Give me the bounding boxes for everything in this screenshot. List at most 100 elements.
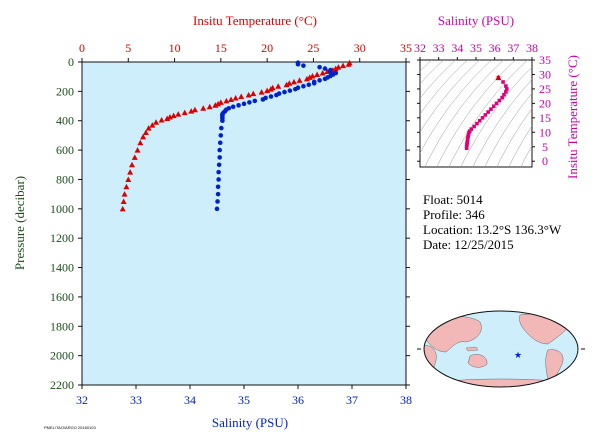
salinity-point <box>215 184 221 190</box>
ts-point <box>497 98 502 103</box>
ts-y-tick-label: 35 <box>539 53 551 67</box>
float-id: Float: 5014 <box>423 192 483 207</box>
temperature-point <box>228 96 235 102</box>
density-contour <box>420 60 492 154</box>
temperature-point <box>149 122 156 128</box>
salinity-point <box>317 64 322 70</box>
temperature-point <box>142 129 149 135</box>
ts-point <box>501 80 505 84</box>
density-contour <box>508 125 532 167</box>
salinity-point <box>214 206 220 212</box>
temperature-point <box>140 133 147 140</box>
salinity-point <box>219 125 224 131</box>
ts-point <box>504 90 508 94</box>
salinity-point <box>215 191 221 197</box>
footnote: PMEL/TAO/ARGO 20160103 <box>44 425 96 430</box>
ts-x-tick-label: 36 <box>489 41 501 55</box>
pressure-tick-label: 800 <box>56 172 74 186</box>
profile-plot: 0 5 10 15 20 25 30 35 32 33 34 35 36 37 38 0 200 400 600 80… <box>12 13 412 430</box>
temperature-point <box>314 71 321 77</box>
temperature-tick-label: 20 <box>261 41 273 55</box>
density-contour <box>420 60 444 85</box>
temperature-tick-label: 5 <box>125 41 131 55</box>
density-contour <box>484 92 532 167</box>
ts-point <box>489 107 493 111</box>
salinity-point <box>322 76 328 82</box>
map-land <box>424 313 573 387</box>
salinity-point <box>252 98 258 104</box>
density-contour <box>420 60 468 115</box>
temperature-point <box>232 94 239 101</box>
temperature-point <box>283 81 290 88</box>
ts-point <box>468 129 472 133</box>
ts-point <box>469 127 474 131</box>
temperature-point <box>181 109 188 116</box>
ts-y-tick-label: 10 <box>539 125 551 139</box>
ts-y-tick-label: 0 <box>542 154 548 168</box>
ts-point <box>504 84 508 88</box>
pressure-tick-label: 1800 <box>50 319 74 333</box>
float-info: Float: 5014 Profile: 346 Location: 13.2°… <box>423 192 561 252</box>
density-contours <box>420 50 601 177</box>
ts-surface-point <box>495 74 502 81</box>
salinity-point <box>216 169 221 175</box>
density-contour <box>420 60 456 99</box>
temperature-point <box>223 97 230 104</box>
density-contour <box>520 145 532 167</box>
salinity-point <box>217 147 222 153</box>
indonesia-landmass <box>465 346 479 352</box>
pressure-tick-label: 1400 <box>50 261 74 275</box>
ts-point <box>477 118 482 123</box>
temperature-point <box>206 103 213 110</box>
salinity-axis-title: Salinity (PSU) <box>212 415 288 430</box>
temperature-tick-label: 0 <box>79 41 85 55</box>
temperature-point <box>127 169 134 175</box>
ts-point <box>500 95 504 100</box>
temperature-point <box>264 87 271 94</box>
pressure-tick-label: 1000 <box>50 202 74 216</box>
density-contour <box>448 60 528 167</box>
pressure-tick-label: 1600 <box>50 290 74 304</box>
density-contour <box>420 60 480 133</box>
ts-point <box>491 104 496 109</box>
density-contour <box>420 60 432 72</box>
salinity-point <box>293 86 298 92</box>
ts-x-tick-label: 38 <box>526 41 538 55</box>
density-contour <box>472 79 532 167</box>
salinity-point <box>301 83 306 89</box>
temperature-point <box>250 90 257 97</box>
pressure-tick-label: 2000 <box>50 349 74 363</box>
temperature-point <box>153 119 160 125</box>
ts-plot-area <box>419 59 533 168</box>
salinity-point <box>301 63 306 68</box>
ts-point <box>505 87 509 91</box>
temperature-point <box>340 62 347 69</box>
pressure-tick-label: 600 <box>56 143 74 157</box>
ts-point <box>475 121 479 126</box>
float-location: Location: 13.2°S 136.3°W <box>423 222 562 237</box>
temperature-point <box>303 75 310 82</box>
ts-point <box>486 110 490 114</box>
salinity-point <box>216 162 222 168</box>
temperature-point <box>345 61 352 67</box>
density-contour <box>424 60 504 167</box>
ts-salinity-title: Salinity (PSU) <box>438 13 514 28</box>
temperature-tick-label: 15 <box>215 41 227 55</box>
temperature-point <box>125 176 132 182</box>
salinity-point <box>241 101 247 107</box>
temperature-point <box>267 86 274 92</box>
ts-point <box>502 92 506 97</box>
salinity-tick-label: 38 <box>400 393 412 407</box>
ts-point <box>480 116 485 120</box>
temperature-point <box>275 83 282 89</box>
ts-point <box>483 113 488 117</box>
temperature-point <box>119 205 126 212</box>
salinity-point <box>328 69 333 74</box>
temperature-point <box>137 139 144 146</box>
salinity-point <box>295 61 301 67</box>
ts-y-tick-label: 15 <box>539 111 551 125</box>
density-contour <box>588 50 601 177</box>
